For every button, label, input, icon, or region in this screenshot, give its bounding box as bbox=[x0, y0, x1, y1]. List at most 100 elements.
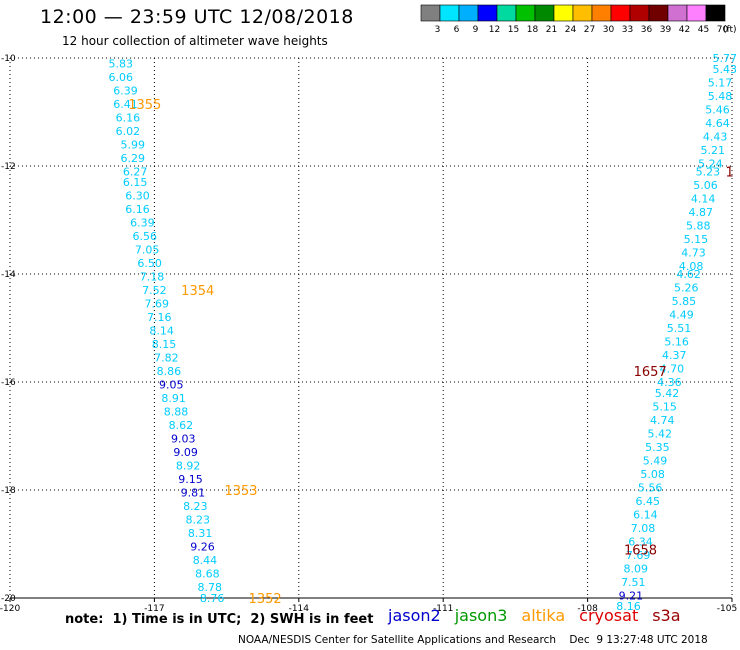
wave-height-value: 9.15 bbox=[178, 473, 203, 486]
wave-height-value: 8.23 bbox=[185, 514, 210, 527]
wave-height-value: 5.77 bbox=[713, 52, 738, 65]
wave-height-value: 4.73 bbox=[681, 246, 706, 259]
wave-height-value: 5.46 bbox=[705, 103, 730, 116]
wave-height-value: 8.76 bbox=[200, 592, 225, 605]
wave-height-value: 5.42 bbox=[655, 387, 680, 400]
chart-title: 12:00 — 23:59 UTC 12/08/2018 bbox=[40, 6, 354, 28]
wave-height-value: 5.15 bbox=[652, 400, 677, 413]
satellite-legend: jason2 jason3 altika cryosat s3a bbox=[388, 606, 695, 625]
legend-s3a: s3a bbox=[652, 606, 681, 625]
y-tick-label: -18 bbox=[1, 486, 16, 496]
colorbar-swatch bbox=[610, 4, 631, 22]
wave-height-value: 5.08 bbox=[640, 468, 665, 481]
wave-height-value: 5.24 bbox=[698, 157, 723, 170]
wave-height-value: 9.81 bbox=[181, 487, 206, 500]
wave-height-value: 4.37 bbox=[662, 349, 687, 362]
y-tick-label: -14 bbox=[1, 270, 16, 280]
legend-jason3: jason3 bbox=[454, 606, 508, 625]
wave-height-value: 6.29 bbox=[120, 152, 145, 165]
colorbar-label: 30 bbox=[603, 25, 615, 35]
colorbar-label: 18 bbox=[527, 25, 539, 35]
wave-height-value: 8.09 bbox=[623, 562, 648, 575]
wave-height-value: 6.39 bbox=[130, 217, 155, 230]
wave-height-value: 8.78 bbox=[198, 581, 223, 594]
wave-height-value: 5.49 bbox=[643, 454, 668, 467]
wave-height-value: 8.23 bbox=[183, 500, 208, 513]
wave-height-value: 7.05 bbox=[135, 244, 160, 257]
colorbar-swatch bbox=[553, 4, 574, 22]
colorbar-swatch bbox=[420, 4, 441, 22]
wave-height-value: 4.70 bbox=[660, 363, 685, 376]
time-label: 1657 bbox=[634, 365, 667, 380]
wave-height-value: 4.64 bbox=[705, 117, 730, 130]
wave-height-value: 6.02 bbox=[116, 125, 141, 138]
colorbar-label: 6 bbox=[454, 25, 460, 35]
wave-height-value: 6.16 bbox=[125, 203, 150, 216]
wave-height-value: 4.87 bbox=[688, 206, 713, 219]
x-tick-label: -108 bbox=[577, 604, 598, 614]
colorbar-label: 36 bbox=[641, 25, 653, 35]
wave-height-value: 5.48 bbox=[708, 90, 733, 103]
colorbar-swatch bbox=[534, 4, 555, 22]
colorbar-swatch bbox=[572, 4, 593, 22]
wave-height-value: 4.08 bbox=[679, 260, 704, 273]
wave-height-value: 4.36 bbox=[657, 376, 682, 389]
wave-height-value: 7.51 bbox=[621, 576, 646, 589]
x-tick-label: -114 bbox=[289, 604, 310, 614]
colorbar-swatch bbox=[439, 4, 460, 22]
wave-height-value: 6.14 bbox=[633, 508, 658, 521]
wave-height-value: 6.06 bbox=[108, 71, 133, 84]
colorbar-swatch bbox=[629, 4, 650, 22]
wave-height-value: 6.56 bbox=[133, 230, 158, 243]
wave-height-value: 4.62 bbox=[676, 268, 701, 281]
colorbar-swatch bbox=[686, 4, 707, 22]
y-tick-label: -20 bbox=[1, 594, 16, 604]
wave-height-value: 4.14 bbox=[691, 192, 716, 205]
wave-height-value: 8.31 bbox=[188, 527, 213, 540]
colorbar-label: 24 bbox=[565, 25, 577, 35]
wave-height-value: 6.30 bbox=[125, 190, 150, 203]
time-label: 1 bbox=[725, 165, 733, 180]
wave-height-value: 9.26 bbox=[190, 541, 215, 554]
wave-height-value: 5.51 bbox=[667, 322, 692, 335]
y-tick-label: -10 bbox=[1, 54, 16, 64]
wave-height-value: 8.92 bbox=[176, 460, 201, 473]
wave-height-value: 6.16 bbox=[116, 111, 141, 124]
colorbar-label: 9 bbox=[473, 25, 479, 35]
wave-height-value: 8.68 bbox=[195, 568, 220, 581]
colorbar-label: 70 bbox=[717, 25, 729, 35]
colorbar-label: 12 bbox=[489, 25, 500, 35]
wave-height-value: 5.99 bbox=[120, 138, 145, 151]
colorbar-label: 27 bbox=[584, 25, 595, 35]
colorbar-label: 3 bbox=[435, 25, 441, 35]
colorbar-unit: (ft) bbox=[723, 25, 737, 35]
wave-height-value: 7.69 bbox=[626, 549, 651, 562]
wave-height-value: 8.86 bbox=[157, 365, 182, 378]
wave-height-value: 8.14 bbox=[149, 325, 174, 338]
wave-height-value: 4.49 bbox=[669, 309, 694, 322]
colorbar-label: 42 bbox=[679, 25, 690, 35]
wave-height-value: 5.42 bbox=[648, 427, 673, 440]
wave-height-value: 5.21 bbox=[700, 144, 725, 157]
colorbar-label: 45 bbox=[698, 25, 709, 35]
wave-height-value: 5.88 bbox=[686, 219, 711, 232]
wave-height-value: 5.26 bbox=[674, 282, 699, 295]
colorbar-swatch bbox=[648, 4, 669, 22]
time-label: 1353 bbox=[224, 484, 257, 499]
wave-height-value: 6.39 bbox=[113, 84, 138, 97]
chart-subtitle: 12 hour collection of altimeter wave hei… bbox=[62, 34, 328, 48]
wave-height-value: 7.16 bbox=[147, 311, 172, 324]
wave-height-value: 8.15 bbox=[152, 338, 177, 351]
colorbar-swatch bbox=[591, 4, 612, 22]
chart-grid bbox=[10, 57, 732, 599]
colorbar-label: 21 bbox=[546, 25, 557, 35]
wave-height-value: 5.17 bbox=[708, 76, 733, 89]
legend-cryosat: cryosat bbox=[579, 606, 639, 625]
colorbar-label: 39 bbox=[660, 25, 672, 35]
wave-height-value: 4.43 bbox=[703, 130, 728, 143]
colorbar-swatch bbox=[667, 4, 688, 22]
wave-height-value: 9.05 bbox=[159, 379, 184, 392]
wave-height-value: 4.74 bbox=[650, 414, 675, 427]
y-tick-label: -12 bbox=[1, 162, 16, 172]
